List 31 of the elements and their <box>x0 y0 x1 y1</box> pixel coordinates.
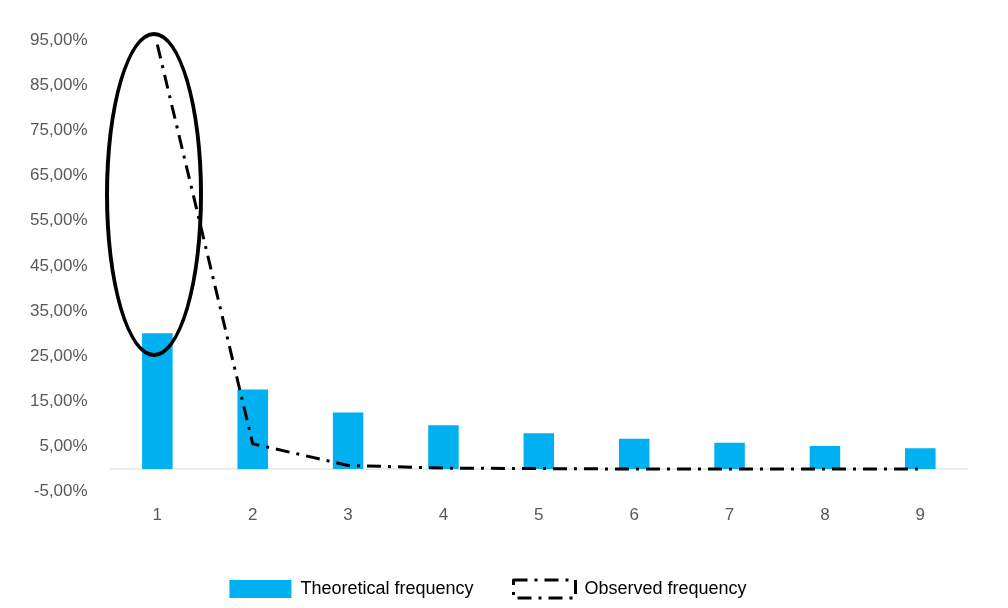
x-tick-label: 8 <box>820 505 830 525</box>
y-tick-label: 25,00% <box>29 345 88 365</box>
bar <box>618 438 650 470</box>
x-tick-label: 6 <box>629 505 639 525</box>
bar <box>523 433 555 470</box>
y-tick-label: 75,00% <box>29 120 88 140</box>
y-tick-label: 5,00% <box>39 436 88 456</box>
x-tick-label: 9 <box>915 505 926 525</box>
y-tick-label: 65,00% <box>29 165 88 185</box>
x-tick-label: 4 <box>438 505 449 525</box>
bar <box>428 425 459 470</box>
y-tick-label: 95,00% <box>29 29 88 49</box>
legend-label: Observed frequency <box>584 577 747 598</box>
x-tick-label: 2 <box>247 505 258 525</box>
legend-label: Theoretical frequency <box>300 577 474 598</box>
bar <box>714 442 745 470</box>
bar <box>809 446 841 470</box>
y-tick-label: 45,00% <box>29 255 88 275</box>
y-tick-label: 55,00% <box>29 210 88 230</box>
x-tick-label: 7 <box>724 505 735 525</box>
y-tick-label: -5,00% <box>33 481 88 501</box>
bar <box>905 448 936 470</box>
x-tick-label: 1 <box>152 505 163 525</box>
y-tick-label: 35,00% <box>29 300 88 320</box>
y-tick-label: 15,00% <box>29 391 88 411</box>
bar <box>142 333 173 470</box>
x-tick-label: 3 <box>343 505 353 525</box>
x-tick-label: 5 <box>534 505 544 525</box>
bar <box>332 412 364 470</box>
bar <box>237 389 268 470</box>
y-tick-label: 85,00% <box>29 75 88 95</box>
